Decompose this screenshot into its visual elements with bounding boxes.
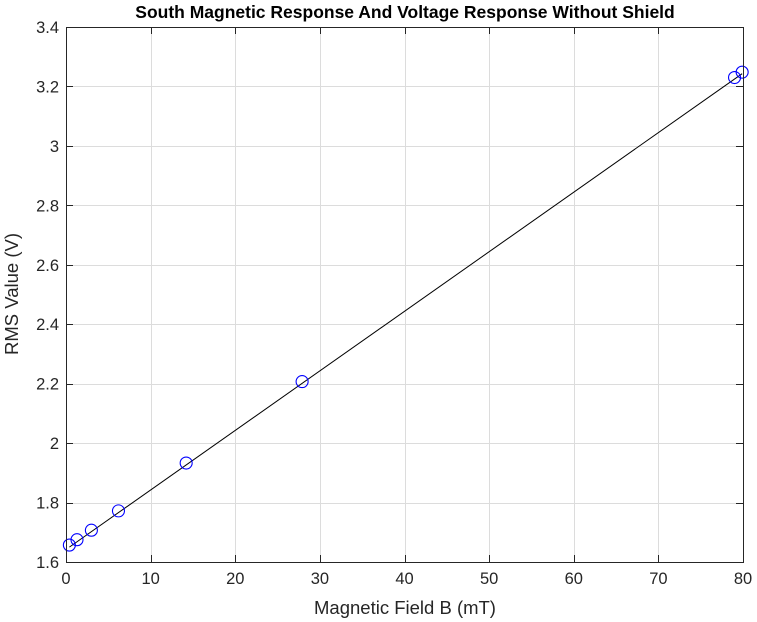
x-tick-label: 80 [734, 570, 752, 588]
y-tick-label: 1.6 [36, 554, 59, 572]
y-tick-label: 2.4 [36, 316, 59, 334]
data-points [62, 65, 749, 552]
data-point [735, 65, 749, 79]
grid [66, 27, 744, 563]
y-tick-label: 2.2 [36, 376, 59, 394]
x-tick-label: 0 [61, 570, 70, 588]
x-tick-labels: 0 10 20 30 40 50 60 70 80 [61, 570, 752, 588]
y-tick-labels: 1.6 1.8 2 2.2 2.4 2.6 2.8 3 3.2 3.4 [36, 19, 59, 572]
x-tick-label: 30 [311, 570, 329, 588]
x-tick-label: 20 [226, 570, 244, 588]
data-point [295, 375, 309, 389]
x-axis-label: Magnetic Field B (mT) [314, 597, 496, 618]
y-tick-label: 1.8 [36, 495, 59, 513]
chart-title: South Magnetic Response And Voltage Resp… [135, 2, 674, 22]
x-tick-label: 60 [565, 570, 583, 588]
data-point [70, 533, 84, 547]
y-tick-label: 2 [50, 435, 59, 453]
x-tick-label: 50 [480, 570, 498, 588]
y-tick-label: 2.8 [36, 197, 59, 215]
y-axis-label: RMS Value (V) [1, 233, 22, 355]
y-tick-label: 3.4 [36, 19, 59, 37]
data-point [179, 456, 193, 470]
data-point [84, 523, 98, 537]
axes [66, 27, 744, 563]
x-tick-label: 40 [395, 570, 413, 588]
x-tick-label: 70 [649, 570, 667, 588]
fit-line [69, 73, 743, 548]
y-tick-label: 2.6 [36, 257, 59, 275]
y-tick-label: 3.2 [36, 78, 59, 96]
data-point [111, 504, 126, 518]
y-tick-label: 3 [50, 138, 59, 156]
fit-line-group [69, 73, 743, 548]
x-tick-label: 10 [141, 570, 159, 588]
